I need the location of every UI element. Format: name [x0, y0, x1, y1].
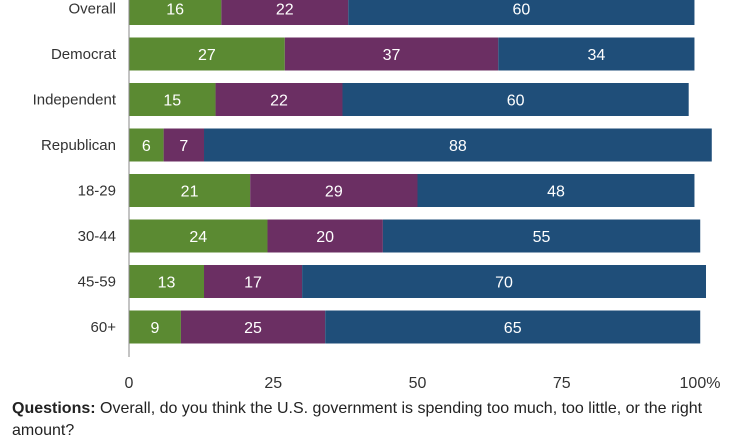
- x-tick-label: 50: [409, 375, 427, 392]
- bar-segment: [342, 83, 689, 116]
- bars-layer: 16 22 60 27 37 34 15 22 60 6 7 88 21 29 48 24 20 55 13 17 70…: [129, 0, 712, 344]
- bar-value-label: 13: [158, 275, 176, 292]
- bar-value-label: 15: [163, 93, 181, 110]
- bar-segment: [498, 37, 695, 71]
- bar-segment: [180, 310, 326, 344]
- bar-value-label: 60: [512, 2, 530, 19]
- bar-value-label: 9: [151, 320, 160, 337]
- category-label: 30-44: [78, 228, 116, 245]
- bar-value-label: 29: [325, 184, 343, 201]
- category-label: Republican: [41, 137, 116, 154]
- bar-value-label: 7: [179, 138, 188, 155]
- question-label: Questions:: [12, 400, 96, 417]
- bar-value-label: 16: [166, 2, 184, 19]
- category-label: Democrat: [51, 46, 117, 63]
- x-tick-label: 75: [553, 375, 571, 392]
- bar-segment: [129, 37, 285, 71]
- bar-segment: [129, 128, 164, 162]
- category-label: Independent: [33, 92, 117, 109]
- bar-value-label: 37: [383, 47, 401, 64]
- bar-value-label: 20: [316, 229, 334, 246]
- bar-segment: [250, 174, 418, 207]
- bar-value-label: 25: [244, 320, 262, 337]
- bar-value-label: 17: [244, 275, 262, 292]
- bar-value-label: 88: [449, 138, 467, 155]
- question-text: Overall, do you think the U.S. governmen…: [12, 400, 703, 439]
- category-label: 18-29: [78, 183, 116, 200]
- bar-value-label: 24: [189, 229, 207, 246]
- bar-value-label: 70: [495, 275, 513, 292]
- category-label: 45-59: [78, 274, 116, 291]
- bar-segment: [215, 83, 343, 116]
- bar-segment: [129, 219, 268, 253]
- x-tick-label: 100%: [680, 375, 721, 392]
- x-axis-ticks: 0 25 50 75 100%: [125, 375, 721, 392]
- bar-value-label: 27: [198, 47, 216, 64]
- category-label: 60+: [91, 319, 117, 336]
- stacked-bar-chart: 16 22 60 27 37 34 15 22 60 6 7 88 21 29 48 24 20 55 13 17 70…: [33, 0, 721, 392]
- bar-segment: [417, 174, 695, 207]
- bar-value-label: 55: [533, 229, 551, 246]
- bar-segment: [284, 37, 499, 71]
- bar-segment: [129, 0, 222, 25]
- bar-value-label: 48: [547, 184, 565, 201]
- bar-segment: [302, 265, 706, 298]
- bar-value-label: 60: [507, 93, 525, 110]
- category-labels: Overall Democrat Independent Republican 18-2…: [33, 1, 117, 337]
- bar-segment: [382, 219, 701, 253]
- bar-segment: [204, 128, 712, 162]
- bar-segment: [129, 310, 181, 344]
- bar-value-label: 22: [270, 93, 288, 110]
- bar-segment: [129, 174, 251, 207]
- bar-value-label: 34: [587, 47, 605, 64]
- bar-value-label: 21: [181, 184, 199, 201]
- bar-segment: [325, 310, 701, 344]
- x-tick-label: 25: [264, 375, 282, 392]
- bar-segment: [221, 0, 349, 25]
- category-label: Overall: [68, 1, 116, 18]
- bar-segment: [348, 0, 695, 25]
- bar-segment: [204, 265, 303, 298]
- bar-segment: [129, 83, 216, 116]
- question-note: Questions: Overall, do you think the U.S…: [12, 398, 742, 442]
- bar-value-label: 22: [276, 2, 294, 19]
- bar-value-label: 6: [142, 138, 151, 155]
- bar-segment: [163, 128, 205, 162]
- bar-segment: [129, 265, 205, 298]
- bar-value-label: 65: [504, 320, 522, 337]
- x-tick-label: 0: [125, 375, 134, 392]
- bar-segment: [267, 219, 383, 253]
